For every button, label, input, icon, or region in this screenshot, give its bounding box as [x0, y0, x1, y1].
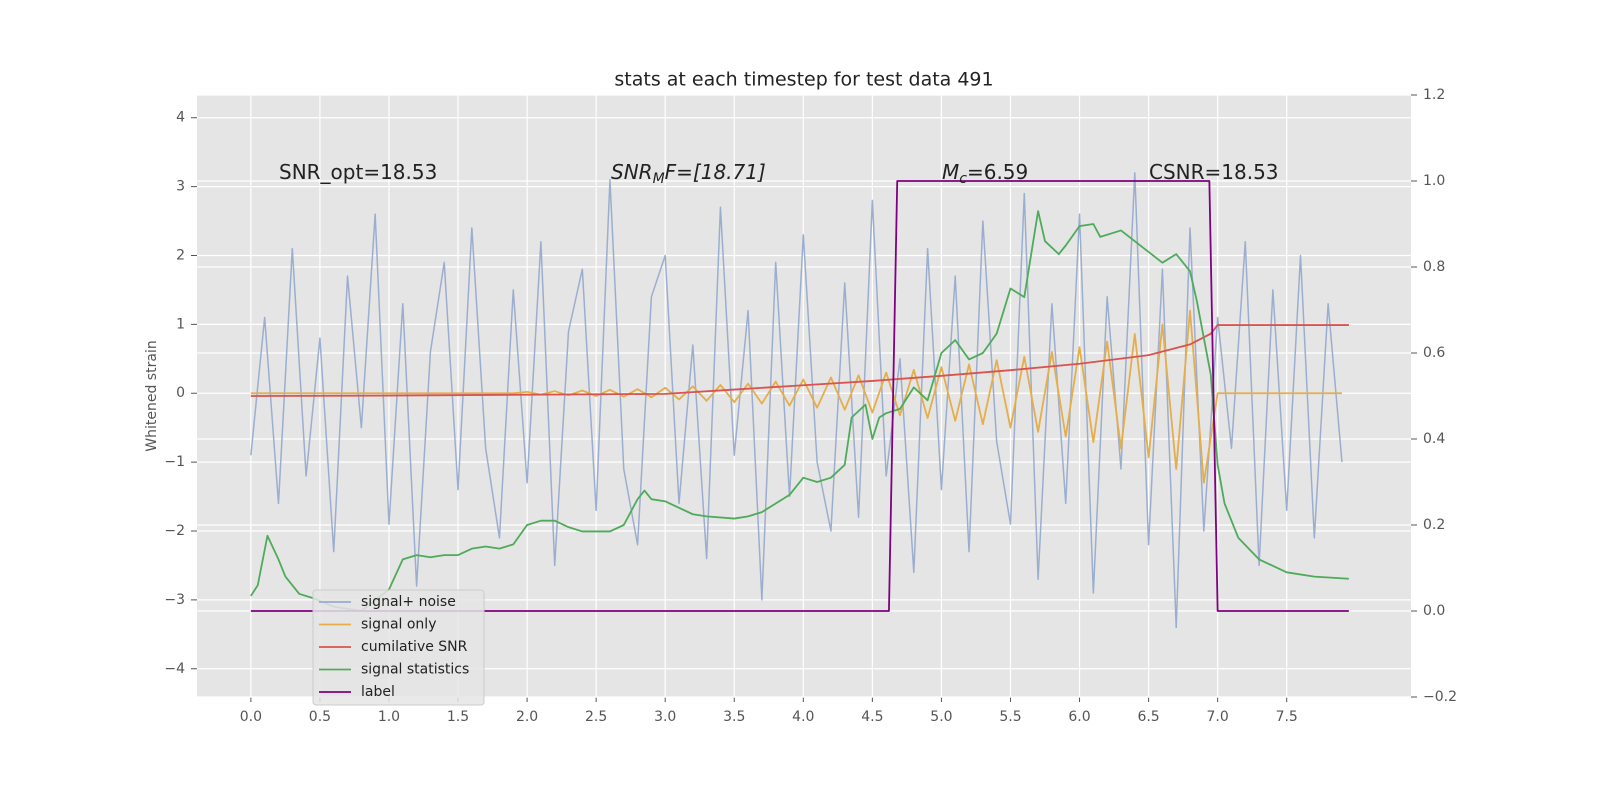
x-tick-label: 5.5 — [999, 709, 1021, 725]
y-tick-label: 2 — [176, 247, 185, 263]
x-tick-label: 0.0 — [240, 709, 262, 725]
y-tick-label: −1 — [164, 454, 185, 470]
y-tick-label: 0 — [176, 385, 185, 401]
y2-tick-label: 1.0 — [1423, 173, 1445, 189]
x-tick-label: 1.0 — [378, 709, 400, 725]
x-tick-label: 5.0 — [930, 709, 952, 725]
legend-label: cumilative SNR — [361, 639, 468, 655]
x-tick-label: 3.5 — [723, 709, 745, 725]
x-tick-label: 6.0 — [1068, 709, 1090, 725]
annotation-main: SNR — [611, 160, 653, 184]
legend-label: signal statistics — [361, 662, 469, 678]
annotation: SNRMF=[18.71] — [611, 160, 766, 188]
annotation: Mc=6.59 — [942, 160, 1028, 188]
x-tick-label: 0.5 — [309, 709, 331, 725]
x-tick-label: 7.5 — [1276, 709, 1298, 725]
chart-title: stats at each timestep for test data 491 — [614, 69, 993, 91]
y-tick-label: −4 — [164, 661, 185, 677]
annotation-main: CSNR=18.53 — [1149, 160, 1279, 184]
x-tick-label: 3.0 — [654, 709, 676, 725]
y2-tick-label: 0.2 — [1423, 517, 1445, 533]
annotation-main: SNR_opt=18.53 — [279, 160, 437, 184]
legend-label: label — [361, 684, 395, 700]
y2-tick-label: 0.6 — [1423, 345, 1445, 361]
series-line — [250, 172, 1343, 629]
series-line — [250, 309, 1342, 484]
y2-tick-label: 0.0 — [1423, 603, 1445, 619]
y-tick-label: 4 — [176, 110, 185, 126]
x-tick-label: 1.5 — [447, 709, 469, 725]
annotation: CSNR=18.53 — [1149, 160, 1279, 184]
annotation-main: M — [942, 160, 959, 184]
y2-tick-label: 0.4 — [1423, 431, 1445, 447]
legend-box — [312, 589, 485, 706]
x-tick-label: 7.0 — [1207, 709, 1229, 725]
legend: signal+ noise signal only cumilative SNR si… — [312, 589, 485, 706]
legend-label: signal+ noise — [361, 594, 456, 610]
y2-tick-label: 0.8 — [1423, 259, 1445, 275]
x-tick-label: 4.0 — [792, 709, 814, 725]
y-axis-label: Whitened strain — [144, 340, 160, 451]
x-tick-label: 6.5 — [1137, 709, 1159, 725]
annotation: SNR_opt=18.53 — [279, 160, 437, 184]
annotation-sub: M — [653, 171, 665, 187]
y-tick-label: −3 — [164, 592, 185, 608]
x-tick-label: 4.5 — [861, 709, 883, 725]
y-tick-label: 1 — [176, 316, 185, 332]
y-tick-label: 3 — [176, 179, 185, 195]
annotation-rest: =6.59 — [967, 160, 1028, 184]
legend-label: signal only — [361, 617, 436, 633]
annotation-rest: F=[18.71] — [665, 160, 766, 184]
series-line — [250, 210, 1349, 612]
y2-tick-label: −0.2 — [1423, 689, 1457, 705]
x-tick-label: 2.0 — [516, 709, 538, 725]
series-line — [250, 180, 1349, 612]
x-tick-label: 2.5 — [585, 709, 607, 725]
y2-tick-label: 1.2 — [1423, 87, 1445, 103]
annotation-sub: c — [959, 171, 967, 187]
y-tick-label: −2 — [164, 523, 185, 539]
